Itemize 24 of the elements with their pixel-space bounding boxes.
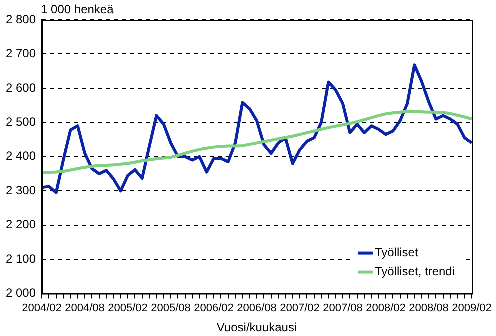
y-axis-title: 1 000 henkeä: [41, 2, 114, 16]
y-tick-label: 2 200: [6, 218, 36, 232]
y-tick-label: 2 400: [6, 149, 36, 164]
y-tick-label: 2 600: [6, 80, 36, 95]
y-tick-label: 2 300: [6, 183, 36, 198]
y-tick-label: 2 700: [6, 46, 36, 61]
x-tick-label: 2008/08: [409, 302, 449, 314]
x-tick-label: 2009/02: [452, 302, 492, 314]
x-tick-label: 2007/08: [323, 302, 363, 314]
y-tick-label: 2 500: [6, 114, 36, 129]
x-tick-label: 2008/02: [366, 302, 406, 314]
legend-label: Työlliset, trendi: [374, 264, 456, 279]
x-tick-label: 2004/08: [65, 302, 105, 314]
legend-label: Työlliset: [374, 246, 419, 260]
x-tick-label: 2004/02: [22, 302, 62, 314]
x-axis-title: Vuosi/kuukausi: [216, 320, 298, 334]
y-tick-label: 2 800: [6, 12, 36, 26]
x-tick-label: 2006/02: [194, 302, 234, 314]
y-tick-label: 2 100: [6, 252, 36, 266]
x-tick-label: 2006/08: [237, 302, 277, 314]
x-tick-label: 2007/02: [280, 302, 320, 314]
x-tick-label: 2005/08: [151, 302, 191, 314]
x-tick-label: 2005/02: [108, 302, 148, 314]
y-tick-label: 2 000: [6, 286, 36, 300]
